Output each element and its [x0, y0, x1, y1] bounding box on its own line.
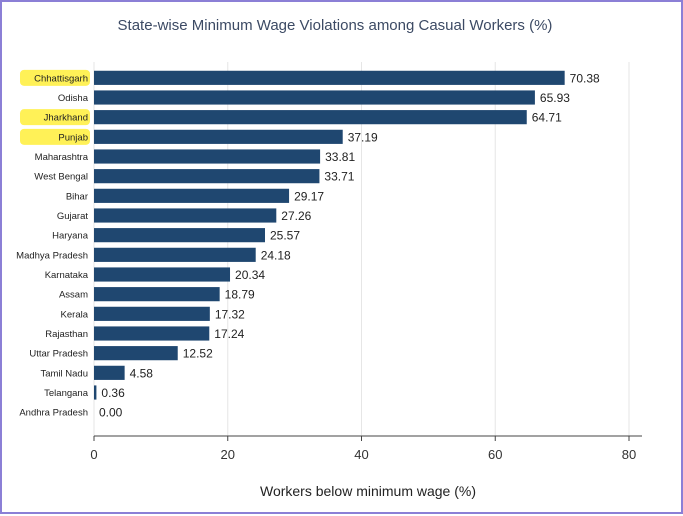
bar-layer	[94, 70, 565, 400]
category-label: Uttar Pradesh	[29, 349, 88, 360]
value-label: 20.34	[235, 268, 265, 282]
bar-tamil-nadu	[94, 365, 125, 380]
bar-haryana	[94, 228, 265, 243]
bar-chhattisgarh	[94, 70, 565, 85]
bar-bihar	[94, 188, 290, 203]
bar-rajasthan	[94, 326, 210, 341]
x-axis: 0 20 40 60 80	[90, 435, 642, 462]
category-label: Tamil Nadu	[40, 368, 88, 379]
bar-odisha	[94, 90, 535, 105]
value-label: 12.52	[183, 347, 213, 361]
value-label: 17.32	[215, 307, 245, 321]
value-label: 29.17	[294, 189, 324, 203]
category-label: Punjab	[58, 132, 88, 143]
x-tick-label: 80	[622, 447, 636, 462]
label-layer: Chhattisgarh 70.38 Odisha 65.93 Jharkhand 64.…	[16, 71, 600, 419]
highlight-mark	[20, 69, 90, 86]
value-label: 4.58	[130, 366, 154, 380]
highlight-mark	[20, 109, 90, 126]
value-label: 18.79	[225, 288, 255, 302]
bar-uttar-pradesh	[94, 346, 178, 361]
x-tick-label: 60	[488, 447, 502, 462]
highlight-mark	[20, 128, 90, 145]
bar-madhya-pradesh	[94, 247, 256, 262]
value-label: 0.00	[99, 406, 123, 420]
bar-west-bengal	[94, 169, 320, 184]
category-label: Chhattisgarh	[34, 73, 88, 84]
value-label: 64.71	[532, 111, 562, 125]
category-label: Kerala	[61, 309, 89, 320]
value-label: 33.81	[325, 150, 355, 164]
value-label: 27.26	[281, 209, 311, 223]
category-label: West Bengal	[34, 172, 88, 183]
category-label: Andhra Pradesh	[19, 408, 88, 419]
x-axis-title: Workers below minimum wage (%)	[260, 483, 476, 499]
category-label: Assam	[59, 290, 88, 301]
value-label: 24.18	[261, 248, 291, 262]
category-label: Jharkhand	[44, 113, 88, 124]
bar-assam	[94, 287, 220, 302]
bar-jharkhand	[94, 110, 527, 125]
value-label: 65.93	[540, 91, 570, 105]
x-tick-label: 20	[221, 447, 235, 462]
x-tick-label: 40	[354, 447, 368, 462]
x-tick-label: 0	[90, 447, 97, 462]
category-label: Rajasthan	[45, 329, 88, 340]
category-label: Madhya Pradesh	[16, 250, 88, 261]
bar-telangana	[94, 385, 97, 400]
value-label: 37.19	[348, 130, 378, 144]
category-label: Odisha	[58, 93, 89, 104]
category-label: Haryana	[52, 231, 89, 242]
bar-karnataka	[94, 267, 231, 282]
highlight-layer	[20, 69, 90, 145]
chart-title: State-wise Minimum Wage Violations among…	[118, 17, 553, 34]
bar-kerala	[94, 306, 210, 321]
value-label: 70.38	[570, 71, 600, 85]
value-label: 33.71	[324, 170, 354, 184]
category-label: Karnataka	[45, 270, 89, 281]
value-label: 0.36	[101, 386, 125, 400]
category-label: Maharashtra	[35, 152, 89, 163]
category-label: Gujarat	[57, 211, 89, 222]
bar-maharashtra	[94, 149, 321, 164]
category-label: Bihar	[66, 191, 88, 202]
bar-gujarat	[94, 208, 277, 223]
bar-punjab	[94, 129, 343, 144]
value-label: 25.57	[270, 229, 300, 243]
value-label: 17.24	[214, 327, 244, 341]
category-label: Telangana	[44, 388, 89, 399]
